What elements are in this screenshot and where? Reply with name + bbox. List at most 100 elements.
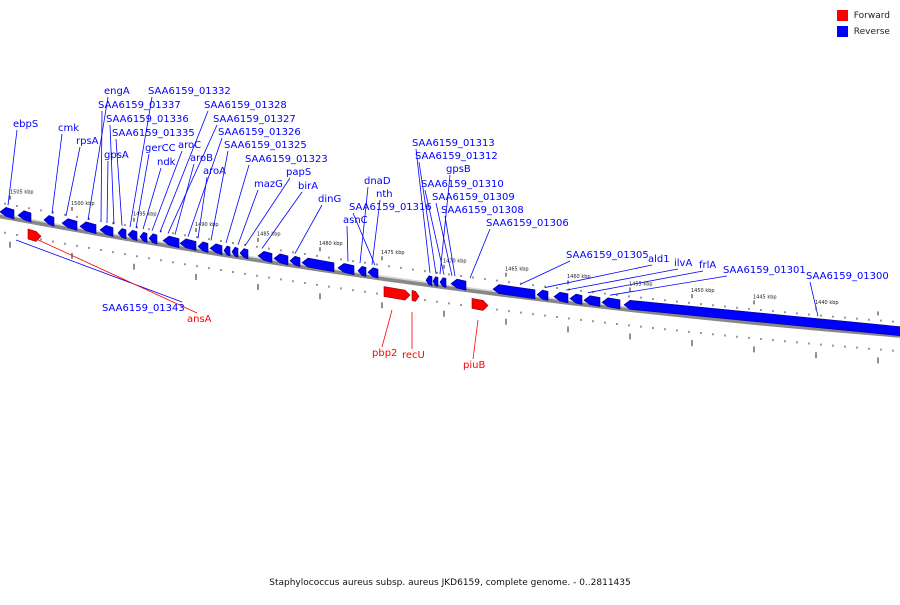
reverse-label-leader <box>346 225 349 262</box>
reverse-label-leader <box>142 167 162 230</box>
tick-label: 1440 kbp <box>815 300 839 306</box>
forward-gene-arrow <box>411 289 420 302</box>
reverse-gene-arrow <box>492 284 536 300</box>
reverse-gene-label: SAA6159_01326 <box>218 127 301 138</box>
reverse-gene-arrow <box>623 299 900 337</box>
tick-label: 1505 kbp <box>10 190 34 196</box>
forward-gene-label: SAA6159_01343 <box>102 303 185 314</box>
legend-reverse-label: Reverse <box>853 26 890 37</box>
reverse-gene-arrow <box>553 291 569 304</box>
forward-gene-label: piuB <box>463 360 485 371</box>
legend: Forward Reverse <box>836 8 890 40</box>
tick-label: 1490 kbp <box>195 222 219 228</box>
tick-labels: 1505 kbp 1500 kbp 1495 kbp 1490 kbp 1485 kbp… <box>10 190 839 306</box>
reverse-label-leader <box>129 96 153 228</box>
reverse-gene-label: asnC <box>343 215 368 226</box>
reverse-gene-label: SAA6159_01332 <box>148 86 231 97</box>
forward-label-leader <box>15 239 183 303</box>
tick-label: 1485 kbp <box>257 232 281 238</box>
reverse-gene-arrow <box>79 221 97 235</box>
reverse-label-leader <box>210 150 229 241</box>
figure-caption: Staphylococcus aureus subsp. aureus JKD6… <box>269 578 631 588</box>
reverse-gene-label: cmk <box>58 123 79 134</box>
reverse-gene-label: gpsA <box>104 150 129 161</box>
reverse-gene-label: ndk <box>157 157 176 168</box>
reverse-gene-arrow <box>289 255 301 268</box>
reverse-label-leader <box>359 186 369 264</box>
reverse-gene-arrow <box>239 248 249 260</box>
legend-forward-swatch <box>836 10 848 21</box>
reverse-gene-arrow <box>367 267 379 279</box>
reverse-gene-label: SAA6159_01309 <box>432 192 515 203</box>
reverse-gene-label: dnaD <box>364 176 391 187</box>
reverse-label-leader <box>65 146 81 216</box>
reverse-gene-arrow <box>209 243 223 256</box>
reverse-label-leader <box>439 174 451 275</box>
reverse-gene-label: SAA6159_01306 <box>486 218 569 229</box>
forward-gene-arrow <box>27 228 42 242</box>
reverse-label-leader <box>444 215 456 277</box>
reverse-gene-label: SAA6159_01335 <box>112 128 195 139</box>
reverse-gene-label: SAA6159_01308 <box>441 205 524 216</box>
tick-label: 1500 kbp <box>71 201 95 207</box>
reverse-label-leader <box>609 275 728 296</box>
reverse-label-leader <box>294 204 323 254</box>
reverse-label-leader <box>115 138 123 226</box>
reverse-label-leader <box>244 177 291 247</box>
reverse-gene-label: aroC <box>178 140 201 151</box>
reverse-gene-arrow <box>197 241 209 253</box>
forward-label-leader <box>472 319 479 360</box>
label-leaders <box>7 96 819 360</box>
reverse-gene-label: gpsB <box>446 164 471 175</box>
reverse-gene-arrow <box>61 218 78 231</box>
reverse-gene-label: SAA6159_01301 <box>723 265 806 276</box>
reverse-gene-arrow <box>439 277 447 288</box>
reverse-gene-arrow <box>583 295 601 307</box>
reverse-label-leader <box>109 124 115 225</box>
tick-label: 1445 kbp <box>753 294 777 300</box>
legend-reverse: Reverse <box>836 24 890 39</box>
forward-gene-arrow <box>471 298 489 311</box>
reverse-gene-label: dinG <box>318 194 341 205</box>
reverse-label-leader <box>151 150 183 231</box>
reverse-gene-arrow <box>569 293 583 305</box>
reverse-gene-arrow <box>357 265 367 277</box>
reverse-gene-label: SAA6159_01337 <box>98 100 181 111</box>
reverse-gene-label: papS <box>286 167 311 178</box>
reverse-gene-label: aroA <box>203 166 226 177</box>
reverse-gene-label: SAA6159_01312 <box>415 151 498 162</box>
tick-label: 1470 kbp <box>443 259 467 265</box>
reverse-label-leader <box>261 191 303 249</box>
reverse-gene-label: gerCC <box>145 143 176 154</box>
legend-forward: Forward <box>836 8 890 23</box>
reverse-gene-label: frlA <box>699 260 716 271</box>
reverse-label-leader <box>159 110 209 233</box>
reverse-label-leader <box>135 153 150 229</box>
reverse-gene-label: mazG <box>254 179 283 190</box>
reverse-gene-arrow <box>179 238 197 251</box>
reverse-gene-label: SAA6159_01305 <box>566 250 649 261</box>
reverse-label-leader <box>544 264 653 288</box>
reverse-gene-label: SAA6159_01300 <box>806 271 889 282</box>
reverse-label-leader <box>418 161 437 274</box>
reverse-gene-arrow <box>337 263 355 276</box>
legend-reverse-swatch <box>836 26 848 37</box>
reverse-gene-arrow <box>117 228 127 240</box>
reverse-label-leader <box>587 270 704 294</box>
reverse-label-leader <box>106 160 109 224</box>
reverse-gene-arrow <box>99 225 114 238</box>
reverse-gene-label: SAA6159_01313 <box>412 138 495 149</box>
reverse-gene-label: rpsA <box>76 136 99 147</box>
reverse-label-leader <box>237 189 259 245</box>
reverse-gene-label: aroB <box>190 153 213 164</box>
forward-features <box>27 228 489 311</box>
legend-forward-label: Forward <box>853 10 890 21</box>
reverse-gene-arrow <box>273 253 289 266</box>
reverse-gene-arrow <box>223 245 231 257</box>
reverse-gene-arrow <box>148 233 158 245</box>
reverse-gene-arrow <box>162 235 180 249</box>
tick-label: 1460 kbp <box>567 274 591 280</box>
tick-label: 1450 kbp <box>691 288 715 294</box>
reverse-gene-arrow <box>257 251 273 263</box>
